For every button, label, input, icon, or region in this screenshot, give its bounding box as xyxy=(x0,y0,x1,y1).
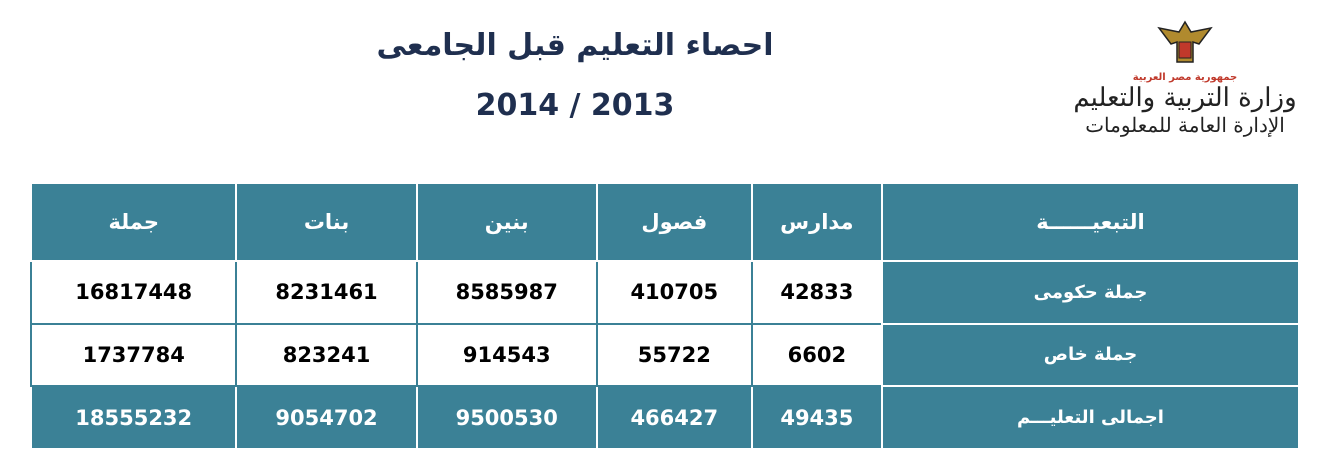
cell: 914543 xyxy=(415,322,598,388)
cell: 55722 xyxy=(595,322,753,388)
column-header: جملة xyxy=(29,182,238,262)
column-header: بنين xyxy=(415,182,598,262)
cell: 823241 xyxy=(235,322,418,388)
cell: 410705 xyxy=(595,260,753,325)
header-row: التبعيــــــة مدارس فصول بنين بنات جملة xyxy=(29,182,1300,262)
cell: 6602 xyxy=(750,322,884,388)
column-header: فصول xyxy=(595,182,753,262)
stats-table: التبعيــــــة مدارس فصول بنين بنات جملة جملة … xyxy=(29,182,1300,450)
cell: 466427 xyxy=(595,385,753,450)
table-row: جملة حكومى 42833 410705 8585987 8231461 16817… xyxy=(29,260,1300,325)
column-header: التبعيــــــة xyxy=(881,182,1300,262)
cell: 42833 xyxy=(750,260,884,325)
cell: 16817448 xyxy=(29,260,238,325)
row-label: جملة حكومى xyxy=(881,260,1300,325)
table-row: جملة خاص 6602 55722 914543 823241 1737784 xyxy=(29,322,1300,388)
cell: 18555232 xyxy=(29,385,238,450)
cell: 8231461 xyxy=(235,260,418,325)
ministry: وزارة التربية والتعليم xyxy=(1073,83,1297,113)
country: جمهورية مصر العربية xyxy=(1132,72,1238,83)
cell: 8585987 xyxy=(415,260,598,325)
cell: 9054702 xyxy=(235,385,418,450)
cell: 1737784 xyxy=(29,322,238,388)
logo: جمهورية مصر العربية وزارة التربية والتعل… xyxy=(1060,18,1310,137)
table-row: اجمالى التعليـــم 49435 466427 9500530 90547… xyxy=(29,385,1300,450)
column-header: مدارس xyxy=(750,182,884,262)
cell: 9500530 xyxy=(415,385,598,450)
emblem xyxy=(1157,20,1213,63)
table-body: جملة حكومى 42833 410705 8585987 8231461 16817… xyxy=(29,260,1300,450)
column-header: بنات xyxy=(235,182,418,262)
years: 2014 / 2013 xyxy=(475,88,675,123)
cell: 49435 xyxy=(750,385,884,450)
row-label: اجمالى التعليـــم xyxy=(881,385,1300,450)
department: الإدارة العامة للمعلومات xyxy=(1085,113,1285,137)
title: احصاء التعليم قبل الجامعى xyxy=(376,28,774,63)
row-label: جملة خاص xyxy=(881,322,1300,388)
